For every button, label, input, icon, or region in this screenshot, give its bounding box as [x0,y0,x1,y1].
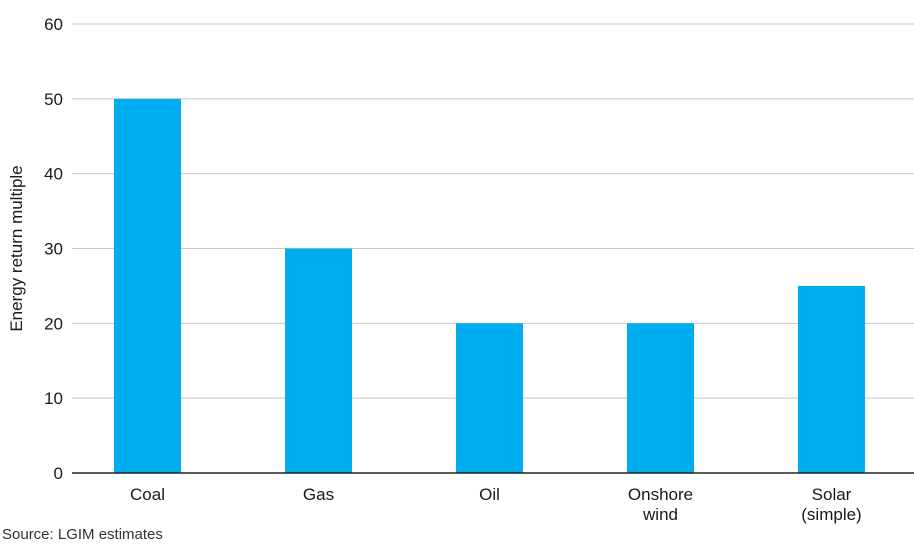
y-axis-ticks: 0 10 20 30 40 50 60 [44,15,63,483]
y-axis-title: Energy return multiple [7,165,26,331]
bar [285,248,352,473]
y-tick-label: 60 [44,15,63,34]
x-axis-ticks: Coal Gas Oil Onshore wind Solar (simple) [130,485,862,524]
x-tick-label: Onshore wind [628,485,693,524]
source-note: Source: LGIM estimates [2,526,163,543]
y-tick-label: 30 [44,240,63,259]
bar [114,98,181,473]
y-tick-label: 40 [44,165,63,184]
y-tick-label: 50 [44,90,63,109]
y-tick-label: 20 [44,314,63,333]
bar [627,323,694,473]
y-tick-label: 10 [44,389,63,408]
bar [456,323,523,473]
y-tick-label: 0 [54,464,63,483]
bar [798,285,865,473]
x-tick-label: Oil [479,485,500,504]
bars [114,98,865,473]
x-tick-label: Solar (simple) [801,485,861,524]
x-tick-label: Coal [130,485,165,504]
x-tick-label: Gas [303,485,334,504]
gridlines [72,23,914,399]
